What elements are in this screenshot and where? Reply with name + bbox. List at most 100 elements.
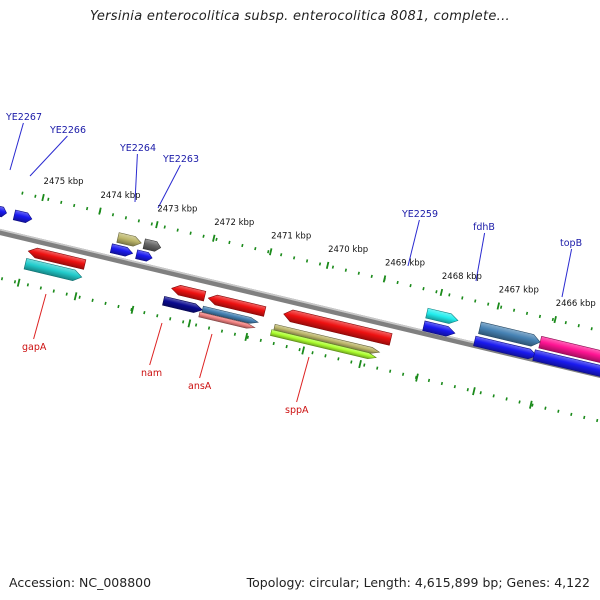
major-tick <box>187 319 192 328</box>
gene-label[interactable]: gapA <box>22 342 47 353</box>
scale-tick <box>298 347 301 352</box>
gene-feature[interactable] <box>532 349 600 386</box>
scale-tick <box>111 213 115 217</box>
gene-feature-gapA[interactable] <box>27 246 87 270</box>
scale-tick <box>182 320 185 324</box>
label-layer: 2475 kbp 2474 kbp 2473 kbp 2472 kbp 2471 kbp… <box>5 112 596 416</box>
scale-tick <box>305 259 309 263</box>
accession-text: Accession: NC_008800 <box>9 575 152 590</box>
scale-tick <box>590 327 593 331</box>
gene-label[interactable]: ansA <box>188 381 212 392</box>
scale-tick <box>525 311 529 315</box>
gene-feature[interactable] <box>425 307 459 325</box>
gene-label[interactable]: YE2266 <box>49 125 86 136</box>
scale-tick <box>435 290 438 294</box>
scale-tick <box>583 415 586 420</box>
major-tick <box>301 346 305 355</box>
scale-tick <box>551 317 554 322</box>
scale-tick <box>596 418 599 423</box>
gene-feature[interactable] <box>109 243 134 258</box>
gene-label[interactable]: YE2264 <box>119 143 156 154</box>
gene-feature[interactable] <box>538 335 600 373</box>
gene-feature[interactable] <box>12 209 33 224</box>
map-title: Yersinia enterocolitica subsp. enterocol… <box>90 9 510 24</box>
scale-tick <box>557 409 560 413</box>
scale-tick-label: 2471 kbp <box>271 231 311 241</box>
gene-feature[interactable] <box>478 321 541 348</box>
gene-feature[interactable] <box>135 249 154 262</box>
scale-tick <box>47 197 50 201</box>
scale-tick <box>143 311 146 315</box>
gene-feature[interactable] <box>270 329 377 361</box>
scale-tick <box>189 231 192 235</box>
gene-feature[interactable] <box>142 238 162 253</box>
scale-tick <box>474 299 477 303</box>
scale-tick <box>60 200 63 205</box>
gene-label[interactable]: YE2267 <box>5 112 42 123</box>
scale-tick <box>207 326 211 330</box>
gene-feature[interactable] <box>273 323 381 355</box>
leader-line <box>407 219 420 267</box>
scale-tick <box>487 302 490 306</box>
scale-tick <box>117 304 120 309</box>
scale-tick <box>215 237 218 242</box>
leader-line <box>9 122 24 171</box>
gene-label[interactable]: YE2263 <box>162 154 199 165</box>
scale-tick-label: 2473 kbp <box>157 204 197 214</box>
scale-tick <box>285 344 288 349</box>
scale-tick <box>401 372 405 376</box>
scale-tick <box>220 329 224 333</box>
scale-tick <box>272 341 275 346</box>
gene-feature[interactable] <box>116 232 143 248</box>
major-tick <box>496 302 501 310</box>
major-tick <box>212 234 216 242</box>
leader-line <box>33 293 47 340</box>
gene-feature[interactable] <box>0 204 8 218</box>
scale-tick <box>331 265 335 269</box>
gene-feature-ansA[interactable] <box>207 293 267 317</box>
scale-tick <box>202 234 205 238</box>
leader-line <box>475 232 486 282</box>
scale-tick <box>241 243 244 248</box>
gene-label[interactable]: topB <box>560 238 582 249</box>
scale-tick <box>357 271 360 275</box>
major-tick <box>415 373 419 382</box>
scale-tick <box>396 280 399 285</box>
scale-tick <box>34 194 37 198</box>
scale-tick-label: 2468 kbp <box>442 272 482 282</box>
major-tick <box>382 275 387 283</box>
scale-tick <box>104 301 107 306</box>
gene-feature[interactable] <box>23 258 83 282</box>
gene-feature[interactable] <box>473 335 539 361</box>
scale-tick-label: 2472 kbp <box>214 218 254 228</box>
leader-line <box>157 164 181 209</box>
gene-label[interactable]: YE2259 <box>401 209 438 220</box>
scale-tick <box>176 228 179 232</box>
gene-label[interactable]: fdhB <box>473 222 495 233</box>
gene-feature[interactable] <box>198 311 256 330</box>
scale-tick <box>91 298 94 302</box>
scale-tick <box>505 397 508 401</box>
leader-layer <box>9 122 573 403</box>
scale-tick <box>85 206 89 211</box>
scale-tick <box>311 351 314 355</box>
leader-line <box>29 135 68 177</box>
major-tick <box>41 193 45 202</box>
scale-tick <box>344 268 347 272</box>
gene-label[interactable]: nam <box>141 368 162 379</box>
scale-tick <box>254 246 257 251</box>
scale-tick <box>267 250 270 254</box>
gene-feature[interactable] <box>162 296 204 314</box>
gene-feature-nam[interactable] <box>170 283 207 302</box>
scale-tick-label: 2467 kbp <box>499 286 539 296</box>
gene-feature[interactable] <box>201 305 259 325</box>
gene-feature[interactable] <box>422 320 456 338</box>
scale-tick-label: 2475 kbp <box>44 177 84 187</box>
scale-tick <box>73 203 76 208</box>
gene-label[interactable]: sppA <box>285 405 309 416</box>
gene-feature-sppA[interactable] <box>282 308 393 346</box>
scale-tick <box>21 191 24 195</box>
leader-line <box>149 322 163 366</box>
scale-tick-label: 2470 kbp <box>328 245 368 255</box>
